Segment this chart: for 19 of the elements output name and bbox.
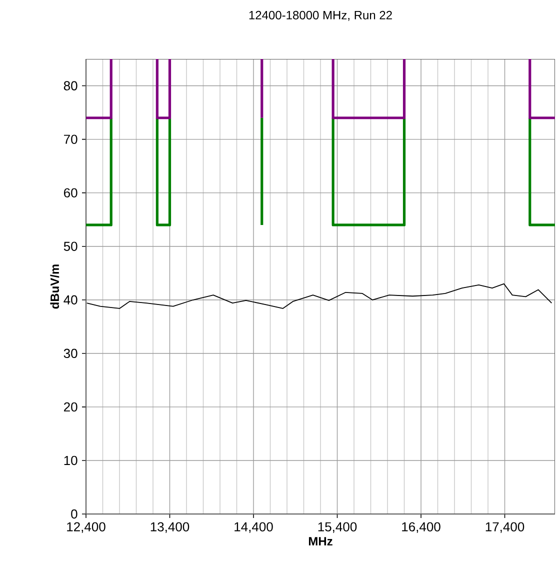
x-tick-label: 15,400: [318, 522, 357, 533]
x-tick-label: 13,400: [150, 522, 190, 533]
x-tick-label: 16,400: [402, 522, 440, 533]
y-tick-label: 70: [64, 134, 78, 144]
x-tick-label: 17,400: [486, 522, 524, 533]
y-tick-label: 30: [64, 348, 78, 358]
y-tick-label: 60: [64, 188, 78, 198]
y-tick-label: 50: [64, 242, 78, 251]
x-tick-label: 12,400: [67, 522, 106, 533]
x-tick-label: 14,400: [234, 522, 273, 533]
chart-title: 12400-18000 MHz, Run 22: [249, 10, 392, 21]
y-tick-label: 40: [64, 295, 78, 304]
y-tick-label: 0: [71, 509, 78, 519]
y-tick-label: 80: [64, 81, 78, 90]
y-tick-label: 20: [64, 402, 78, 412]
y-axis-title: dBuV/m: [50, 264, 60, 309]
y-tick-label: 10: [64, 456, 78, 466]
line-series: [86, 283, 552, 309]
x-axis-title: MHz: [308, 537, 332, 546]
